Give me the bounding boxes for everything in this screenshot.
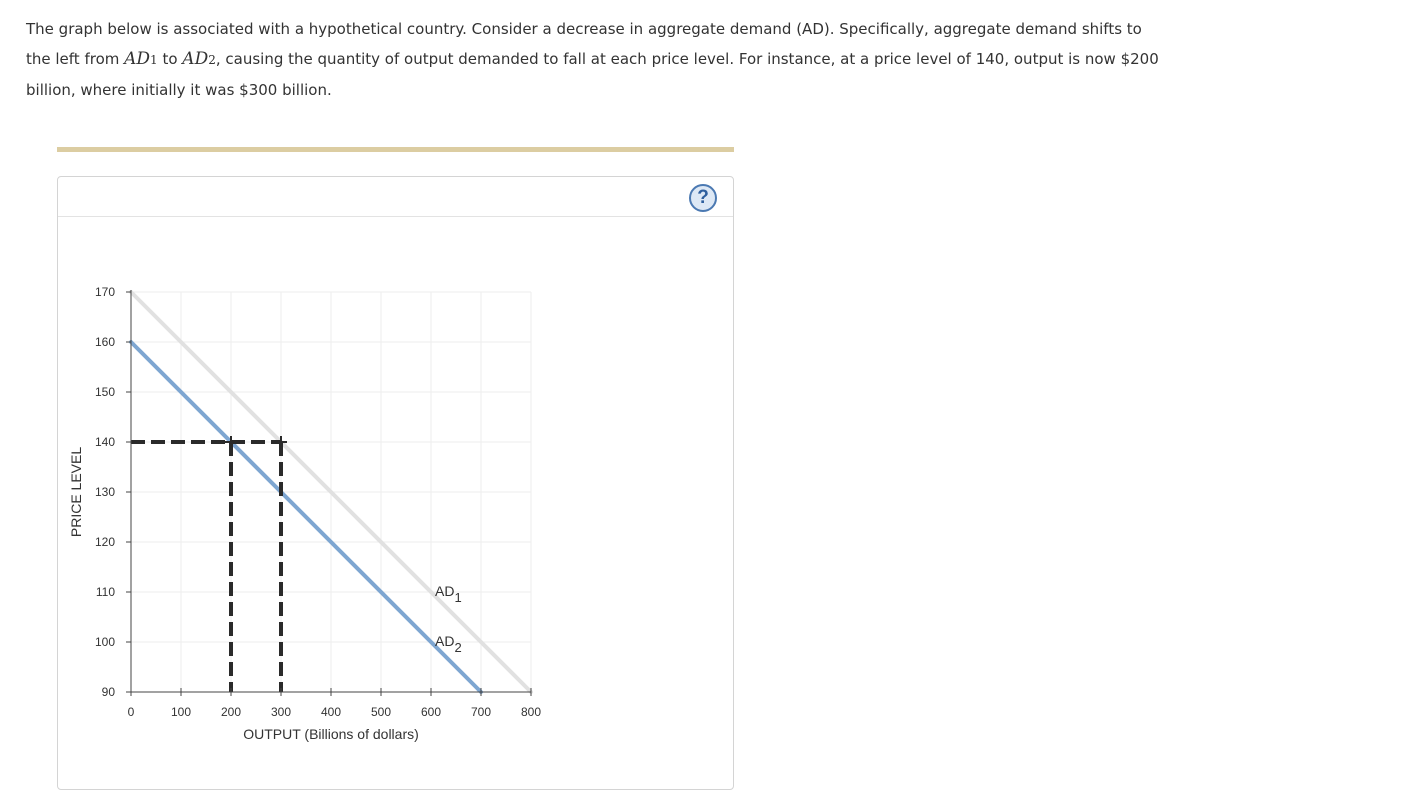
y-tick-label-120: 120 <box>95 535 115 549</box>
ad1-symbol-sub: 1 <box>150 53 158 67</box>
x-tick-label-700: 700 <box>471 705 491 719</box>
ad1-symbol-base: AD <box>124 49 151 69</box>
x-tick-label-300: 300 <box>271 705 291 719</box>
question-part2: to <box>157 50 183 68</box>
label-layer: OUTPUT (Billions of dollars) PRICE LEVEL A… <box>68 447 462 742</box>
series-label-sub: 1 <box>454 590 461 605</box>
y-tick-label-130: 130 <box>95 485 115 499</box>
y-tick-label-140: 140 <box>95 435 115 449</box>
x-tick-label-0: 0 <box>128 705 135 719</box>
ad2-symbol-base: AD <box>182 49 209 69</box>
question-mark-icon: ? <box>697 187 709 208</box>
x-axis-title: OUTPUT (Billions of dollars) <box>243 726 419 742</box>
reference-lines-layer <box>131 436 287 692</box>
y-tick-label-160: 160 <box>95 335 115 349</box>
y-axis-title: PRICE LEVEL <box>68 447 84 537</box>
series-label-ad1: AD1 <box>435 583 462 605</box>
ad2-symbol-sub: 2 <box>208 53 216 67</box>
question-part3: , causing the quantity of output demande… <box>26 50 1159 99</box>
x-tick-label-500: 500 <box>371 705 391 719</box>
y-tick-label-100: 100 <box>95 635 115 649</box>
question-part1: The graph below is associated with a hyp… <box>26 20 1142 68</box>
ad2-symbol: AD2 <box>182 49 216 69</box>
x-tick-label-200: 200 <box>221 705 241 719</box>
x-tick-label-800: 800 <box>521 705 541 719</box>
y-tick-label-150: 150 <box>95 385 115 399</box>
question-text: The graph below is associated with a hyp… <box>26 14 1166 105</box>
graph-panel-header: ? <box>58 177 733 217</box>
y-tick-label-90: 90 <box>102 685 116 699</box>
help-button[interactable]: ? <box>689 184 717 212</box>
series-layer <box>129 290 533 694</box>
series-label-base: AD <box>435 633 454 649</box>
y-tick-label-170: 170 <box>95 285 115 299</box>
series-label-base: AD <box>435 583 454 599</box>
series-label-sub: 2 <box>454 640 461 655</box>
series-line-ad2 <box>129 340 483 694</box>
graph-panel: ? 90 100 110 120 130 140 150 160 170 0 100 200 300 40… <box>57 176 734 790</box>
series-label-ad2: AD2 <box>435 633 462 655</box>
y-tick-label-110: 110 <box>96 585 115 599</box>
ad1-symbol: AD1 <box>124 49 158 69</box>
x-tick-label-600: 600 <box>421 705 441 719</box>
x-tick-label-400: 400 <box>321 705 341 719</box>
series-line-ad1 <box>129 290 533 694</box>
section-divider <box>57 147 734 152</box>
x-tick-label-100: 100 <box>171 705 191 719</box>
